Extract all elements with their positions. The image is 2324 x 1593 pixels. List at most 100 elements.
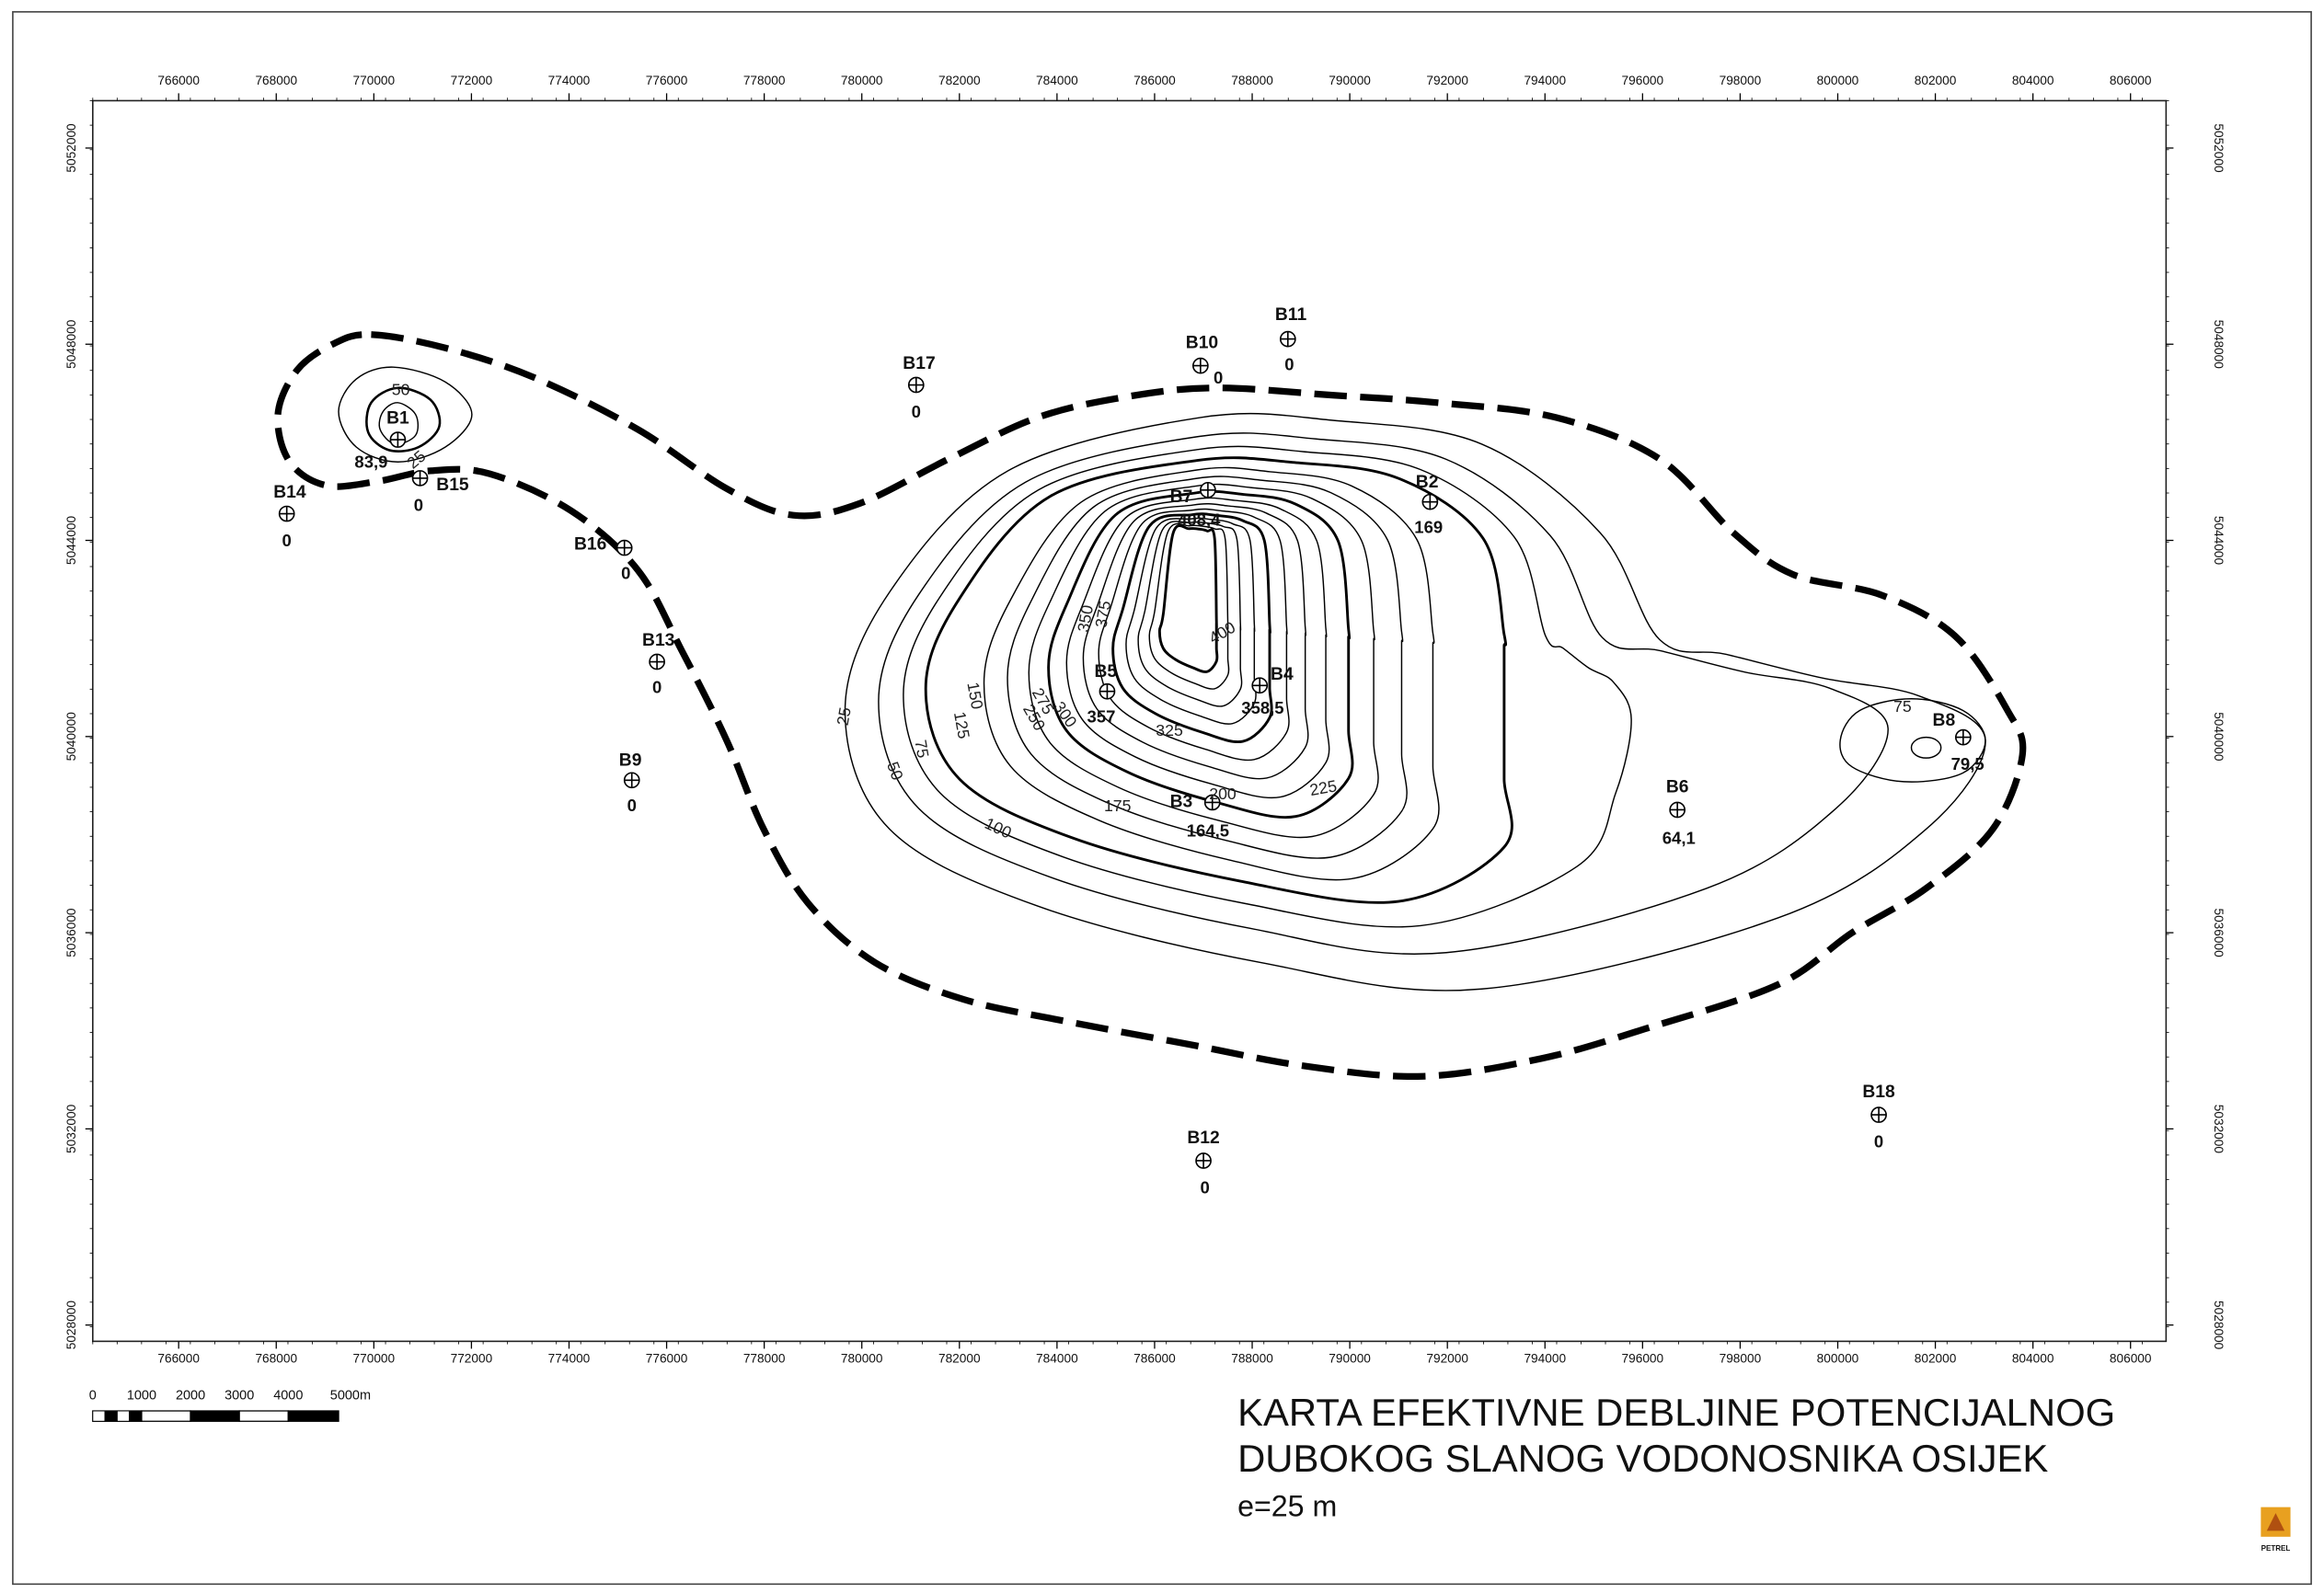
well-cross	[390, 432, 406, 448]
well-cross	[908, 377, 924, 393]
well-value: 0	[1214, 368, 1223, 387]
well-cross	[1252, 678, 1268, 693]
x-tick-label: 780000	[841, 1351, 883, 1365]
x-tick-label: 802000	[1915, 1351, 1957, 1365]
contour-label: 25	[834, 705, 855, 727]
well-name: B8	[1933, 711, 1956, 730]
x-tick-label: 768000	[255, 1351, 297, 1365]
well-name: B2	[1416, 473, 1439, 492]
well-value: 64,1	[1662, 829, 1696, 848]
contours	[274, 331, 2027, 1081]
well-value: 0	[1201, 1177, 1210, 1197]
well-value: 358,5	[1241, 698, 1283, 717]
well-name: B16	[574, 534, 607, 554]
y-tick-label: 5036000	[2212, 908, 2226, 957]
x-tick-label: 802000	[1915, 74, 1957, 87]
well-value: 0	[627, 796, 637, 815]
contour-label: 125	[950, 710, 973, 740]
x-tick-label: 768000	[255, 74, 297, 87]
contour	[1065, 497, 1330, 799]
well-value: 169	[1414, 518, 1443, 537]
x-tick-label: 766000	[157, 74, 200, 87]
well-cross	[1200, 482, 1215, 498]
x-tick-label: 782000	[938, 74, 981, 87]
x-tick-label: 772000	[451, 74, 493, 87]
x-tick-label: 774000	[548, 1351, 591, 1365]
y-tick-label: 5032000	[2212, 1105, 2226, 1154]
well-name: B5	[1094, 662, 1117, 682]
contour-label: 75	[1893, 697, 1912, 716]
x-tick-label: 792000	[1426, 74, 1468, 87]
well-cross	[1099, 683, 1115, 699]
contour	[924, 456, 1513, 904]
x-tick-label: 782000	[938, 1351, 981, 1365]
y-tick-label: 5040000	[64, 712, 78, 762]
scale-subsegment	[104, 1410, 118, 1422]
scale-segment	[141, 1410, 191, 1422]
well-name: B6	[1666, 777, 1689, 796]
x-tick-label: 784000	[1036, 74, 1078, 87]
x-tick-label: 776000	[646, 1351, 688, 1365]
y-tick-label: 5048000	[2212, 320, 2226, 370]
x-tick-label: 806000	[2110, 1351, 2152, 1365]
x-tick-label: 770000	[353, 1351, 396, 1365]
y-tick-label: 5040000	[2212, 712, 2226, 762]
well-value: 357	[1087, 707, 1116, 727]
x-tick-label: 798000	[1720, 1351, 1762, 1365]
scale-label: 0	[89, 1389, 97, 1404]
scale-subsegment	[116, 1410, 131, 1422]
wells: B1 83,9 B15 0 B14 0 B16 0 B13 0 B9 0 B17 0 B10 0 B11 0 B7 4…	[273, 305, 1984, 1197]
contour	[1125, 517, 1257, 725]
x-tick-label: 770000	[353, 74, 396, 87]
logo-mark	[2266, 1513, 2285, 1531]
x-tick-label: 778000	[743, 1351, 786, 1365]
x-tick-label: 788000	[1231, 1351, 1273, 1365]
well-cross	[1192, 358, 1208, 373]
map-frame	[92, 99, 2168, 1343]
well-cross	[1422, 494, 1438, 510]
x-tick-label: 766000	[157, 1351, 200, 1365]
well-value: 0	[282, 531, 292, 550]
well-cross	[650, 654, 665, 670]
x-tick-label: 800000	[1817, 1351, 1859, 1365]
x-tick-label: 794000	[1524, 74, 1566, 87]
well-cross	[1670, 802, 1685, 818]
zero-contour	[274, 331, 2027, 1081]
contour	[365, 386, 442, 453]
contour-label: 175	[1104, 796, 1132, 815]
contour	[338, 366, 473, 463]
scale-label: 5000m	[330, 1389, 371, 1404]
x-tick-label: 790000	[1329, 74, 1371, 87]
y-tick-label: 5028000	[64, 1301, 78, 1350]
scale-label: 2000	[176, 1389, 205, 1404]
x-tick-label: 794000	[1524, 1351, 1566, 1365]
y-tick-label: 5032000	[64, 1104, 78, 1153]
well-name: B14	[273, 483, 306, 502]
well-cross	[624, 773, 639, 788]
well-name: B12	[1187, 1129, 1219, 1148]
scale-bar: 0 1000 2000 3000 4000 5000m	[89, 1389, 371, 1422]
well-cross	[1871, 1107, 1887, 1123]
x-tick-label: 804000	[2012, 74, 2054, 87]
scale-label: 3000	[224, 1389, 254, 1404]
x-tick-label: 790000	[1329, 1351, 1371, 1365]
x-tick-label: 778000	[743, 74, 786, 87]
well-name: B1	[386, 409, 409, 429]
contour	[1910, 736, 1942, 759]
x-tick-label: 798000	[1720, 74, 1762, 87]
x-tick-label: 780000	[841, 74, 883, 87]
contour-label: 50	[883, 760, 907, 783]
contour-label: 375	[1092, 599, 1115, 629]
title-line: KARTA EFEKTIVNE DEBLJINE POTENCIJALNOG	[1237, 1391, 2115, 1434]
well-cross	[412, 470, 428, 486]
well-name: B3	[1170, 793, 1193, 812]
contour	[1839, 698, 1986, 783]
x-tick-label: 800000	[1817, 74, 1859, 87]
scale-subsegment	[129, 1410, 143, 1422]
contour	[903, 445, 1632, 928]
well-value: 83,9	[354, 453, 387, 472]
contour-label: 75	[911, 739, 932, 760]
contour	[1082, 503, 1309, 780]
contour	[844, 412, 1986, 991]
